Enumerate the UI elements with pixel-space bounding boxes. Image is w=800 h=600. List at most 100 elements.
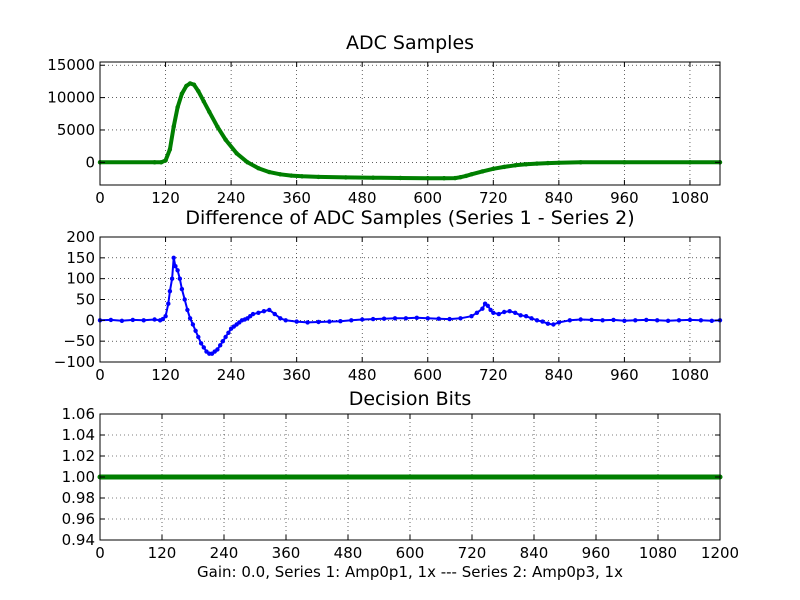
data-point [518,313,523,318]
y-tick-label: 1.04 [62,426,95,444]
adc-samples-panel: ADC Samples 0 120 240 360 480 600 720 840 960 108… [47,32,723,207]
data-point [425,176,430,181]
data-point [513,310,518,315]
data-point [589,317,594,323]
x-tick-label: 720 [479,366,508,384]
data-point [187,316,193,321]
x-tick-label: 240 [210,544,239,562]
data-point [338,319,343,324]
y-tick-label: 5000 [57,121,95,139]
x-tick-label: 120 [151,189,180,207]
y-tick-label: 10000 [47,89,95,107]
data-point [403,316,409,321]
data-point [175,268,180,273]
x-tick-label: 720 [479,189,508,207]
y-tick-label: 150 [66,249,95,267]
data-point [507,309,512,314]
x-tick-label: 960 [610,189,639,207]
decision-bits-xlabel: Gain: 0.0, Series 1: Amp0p1, 1x --- Seri… [197,563,623,581]
data-point [414,315,419,320]
x-tick-label: 720 [458,544,487,562]
data-point [283,318,288,323]
data-point [196,334,201,340]
data-point [256,166,261,171]
data-point [398,175,403,181]
y-tick-label: 0 [85,153,95,171]
x-tick-label: 960 [582,544,611,562]
x-tick-label: 840 [545,366,574,384]
x-tick-label: 0 [95,366,105,384]
x-tick-label: 240 [217,189,246,207]
data-point [267,169,272,175]
data-point [177,276,182,281]
data-point [436,316,441,321]
data-point [159,160,164,165]
data-point [166,301,171,306]
x-tick-label: 360 [272,544,301,562]
data-point [622,318,627,323]
data-point [327,319,332,324]
data-point [485,303,490,308]
data-point [256,310,261,315]
data-point [169,276,175,281]
x-tick-label: 840 [520,544,549,562]
data-point [370,316,376,322]
data-point [207,109,212,115]
data-point [556,160,562,165]
x-tick-label: 1080 [671,366,709,384]
data-point [480,169,485,174]
y-tick-label: 15000 [47,56,95,74]
data-point [633,318,638,323]
adc-samples-title: ADC Samples [346,32,474,54]
data-point [182,297,187,302]
data-point [523,162,529,167]
data-point [488,307,493,313]
adc-samples-plot-area: 0 120 240 360 480 600 720 840 960 1080 0 5000 10000 1… [47,56,723,207]
difference-panel: Difference of ADC Samples (Series 1 - Se… [54,207,723,384]
data-point [513,163,518,168]
data-point [316,319,321,325]
decision-bits-plot-area: 0 120 240 360 480 600 720 840 960 1080 1200 0.94 0.9… [62,405,740,562]
data-point [447,316,452,322]
data-point [709,318,714,323]
data-point [261,309,267,314]
data-point [502,164,507,170]
data-point [152,317,157,322]
difference-title: Difference of ADC Samples (Series 1 - Se… [185,207,634,229]
data-point [458,175,463,180]
data-point [184,83,189,89]
data-point [163,314,168,319]
data-point [223,137,228,142]
data-point [578,317,583,322]
data-point [545,321,551,326]
data-point [392,316,398,321]
data-point [611,317,616,323]
data-point [218,343,223,348]
data-point [502,309,507,315]
data-point [556,320,562,325]
x-tick-label: 360 [282,366,311,384]
data-point [272,311,277,317]
data-point [173,264,178,269]
x-tick-label: 480 [348,189,377,207]
data-point [299,174,305,179]
x-tick-label: 840 [545,189,574,207]
data-point [370,175,376,180]
y-tick-label: 0.94 [62,531,95,549]
data-point [523,314,529,319]
data-point [655,318,660,323]
data-point [201,345,206,350]
y-tick-label: 0 [85,311,95,329]
data-point [141,318,146,323]
data-point [534,318,540,323]
decision-bits-panel: Decision Bits 0 120 240 360 480 600 720 840 960 1… [62,388,740,581]
data-point [130,317,135,323]
data-point [163,158,168,163]
data-point [185,307,190,313]
data-point [215,347,220,352]
data-point [469,314,474,319]
data-point [171,124,176,129]
data-point [175,105,180,110]
data-point [622,160,627,165]
